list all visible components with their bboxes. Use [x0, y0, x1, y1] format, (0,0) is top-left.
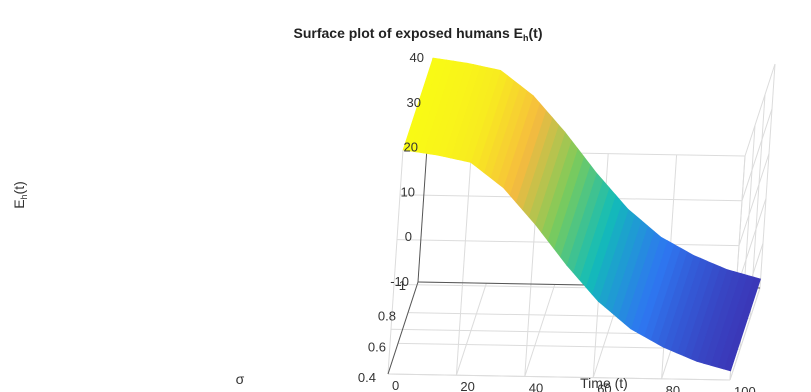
- time-tick-label: 60: [597, 382, 611, 392]
- side-wall-gridline: [759, 63, 776, 289]
- side-wall-gridline: [738, 153, 770, 246]
- sigma-tick-label: 1: [399, 278, 406, 293]
- sigma-tick-label: 0.8: [378, 309, 396, 324]
- chart-title: Surface plot of exposed humans Eh(t): [294, 25, 543, 43]
- side-wall-gridline: [741, 108, 773, 201]
- z-tick-label: 40: [410, 50, 424, 65]
- time-tick-label: 40: [529, 380, 543, 392]
- sigma-axis-line: [387, 281, 419, 375]
- floor-gridline: [387, 373, 731, 381]
- back-wall-gridline: [455, 151, 472, 376]
- z-axis-label: Eh(t): [11, 181, 29, 209]
- back-wall-gridline: [387, 149, 404, 375]
- floor-gridline: [729, 287, 761, 381]
- z-tick-label: 10: [401, 184, 415, 199]
- time-tick-label: 0: [392, 378, 399, 392]
- x-axis-label: Time (t): [580, 375, 628, 391]
- sigma-tick-label: 0.4: [358, 370, 376, 385]
- surface-patch: [402, 57, 441, 152]
- z-tick-label: 20: [404, 140, 418, 155]
- floor-gridline: [524, 284, 556, 377]
- y-axis-label: σ: [236, 371, 245, 387]
- time-tick-label: 20: [460, 379, 474, 392]
- z-tick-label: 30: [407, 95, 421, 110]
- sigma-tick-label: 0.6: [368, 339, 386, 354]
- floor-gridline: [455, 283, 487, 376]
- z-tick-label: 0: [405, 229, 412, 244]
- z-tick-label: -10: [390, 274, 409, 289]
- time-tick-label: 100: [734, 384, 756, 392]
- time-tick-label: 80: [666, 383, 680, 392]
- surface-mesh: [402, 57, 761, 372]
- side-wall-gridline: [744, 63, 776, 157]
